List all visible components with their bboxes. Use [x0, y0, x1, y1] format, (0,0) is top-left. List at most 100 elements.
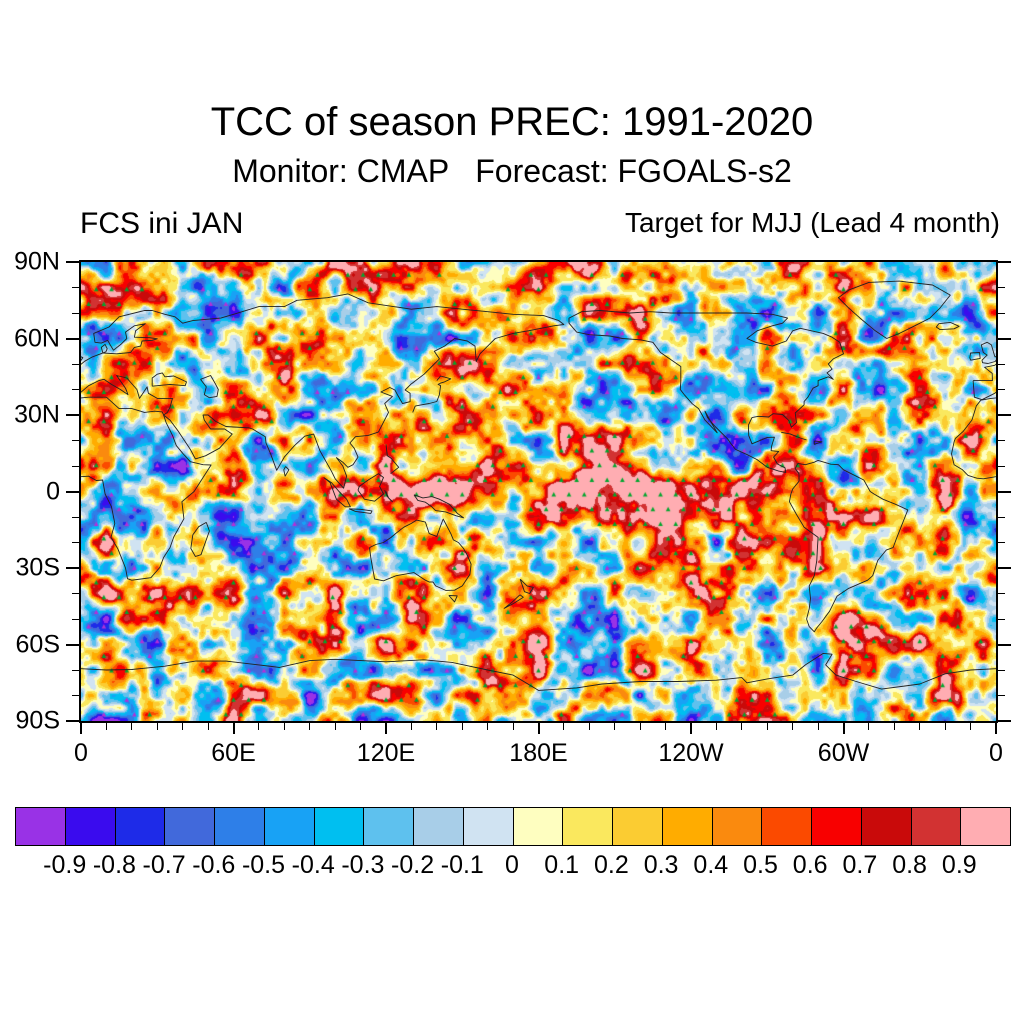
correlation-field-canvas: [81, 262, 996, 721]
axis-tick: [72, 363, 79, 365]
axis-tick: [919, 723, 921, 730]
axis-tick: [817, 723, 819, 730]
colorbar-cell: [613, 808, 663, 845]
axis-tick: [72, 312, 79, 314]
axis-tick: [66, 414, 79, 416]
coastline-path: [81, 356, 84, 362]
axis-tick: [66, 720, 79, 722]
colorbar-tick-label: 0.8: [892, 851, 927, 879]
axis-tick: [283, 723, 285, 730]
colorbar-cell: [662, 808, 713, 845]
x-axis-tick-label: 180E: [509, 739, 568, 767]
coastline-path: [448, 595, 458, 603]
chart-subtitle: Monitor: CMAP Forecast: FGOALS-s2: [232, 153, 792, 189]
axis-tick: [998, 593, 1005, 594]
axis-tick: [998, 389, 1005, 390]
axis-tick: [741, 723, 743, 730]
colorbar-cell: [861, 808, 912, 845]
colorbar-tick-label: 0.6: [792, 851, 828, 879]
axis-tick: [614, 723, 616, 730]
y-axis-tick-label: 30S: [15, 553, 60, 582]
axis-tick: [72, 465, 79, 467]
axis-tick: [842, 723, 845, 734]
colorbar-tick-label: 0.9: [941, 851, 977, 879]
axis-tick: [998, 312, 1005, 314]
colorbar-cell: [65, 808, 116, 845]
coastline-path: [813, 440, 823, 445]
colorbar-tick-label: 0.1: [544, 851, 580, 879]
colorbar-tick-label: 0.3: [643, 851, 679, 879]
colorbar-tick-label: 0.2: [594, 851, 629, 879]
chart-title: TCC of season PREC: 1991-2020: [210, 100, 814, 144]
coastline-path: [412, 375, 452, 413]
colorbar-tick-label: -0.5: [241, 851, 286, 879]
colorbar-cell: [463, 808, 514, 845]
colorbar-tick-label: -0.6: [192, 851, 236, 879]
axis-tick: [182, 723, 184, 730]
coastline-path: [837, 280, 951, 339]
colorbar-tick-label: 0.7: [842, 851, 878, 879]
axis-tick: [334, 723, 336, 730]
coastline-path: [972, 363, 996, 401]
axis-tick: [360, 723, 362, 730]
axis-tick: [868, 723, 870, 730]
coastline-path: [151, 372, 187, 387]
axis-tick: [998, 465, 1005, 467]
axis-tick: [72, 618, 79, 620]
colorbar-cell: [264, 808, 315, 845]
axis-tick: [998, 287, 1005, 288]
colorbar-cell: [414, 808, 464, 845]
axis-tick: [72, 695, 79, 696]
axis-tick: [232, 723, 235, 734]
y-axis-tick-label: 30N: [14, 400, 60, 429]
colorbar-cell: [215, 808, 265, 845]
axis-tick: [588, 723, 590, 730]
axis-tick: [766, 723, 768, 730]
colorbar-cell: [563, 808, 613, 845]
axis-tick: [998, 516, 1005, 518]
axis-tick: [998, 695, 1005, 696]
colorbar-cell: [165, 808, 215, 845]
axis-tick: [970, 723, 972, 730]
axis-tick: [461, 723, 463, 730]
axis-tick: [66, 643, 79, 646]
colorbar-cell: [961, 808, 1010, 845]
axis-tick: [998, 363, 1005, 365]
colorbar-tick-label: -0.7: [142, 851, 186, 879]
y-axis-tick-label: 60S: [15, 630, 60, 658]
world-map-plot: [79, 260, 998, 723]
coastline-path: [519, 578, 534, 594]
axis-tick: [665, 723, 667, 730]
axis-tick: [998, 567, 1011, 569]
coastline-path: [568, 310, 844, 473]
coastline-path: [81, 652, 996, 691]
x-axis-tick-label: 120W: [658, 739, 724, 767]
coastline-path: [385, 444, 400, 475]
axis-tick: [80, 723, 82, 734]
colorbar-cell: [812, 808, 862, 845]
axis-tick: [998, 618, 1005, 620]
y-axis-tick-label: 0: [46, 477, 60, 505]
coastline-path: [81, 396, 212, 581]
coastline-path: [935, 321, 960, 331]
colorbar-tick-label: -0.9: [43, 851, 87, 879]
coastline-path: [503, 594, 524, 609]
x-axis-tick-label: 60W: [817, 739, 870, 767]
colorbar-tick-label: -0.4: [291, 851, 335, 879]
colorbar-tick-label: -0.3: [341, 851, 385, 879]
axis-tick: [563, 723, 565, 730]
axis-tick: [156, 723, 158, 730]
axis-tick: [131, 723, 133, 730]
coastlines-overlay: [81, 280, 996, 691]
axis-tick: [258, 723, 260, 730]
colorbar-cell: [364, 808, 414, 845]
coastline-path: [283, 466, 290, 477]
axis-tick: [72, 516, 79, 518]
axis-tick: [66, 567, 79, 569]
axis-tick: [410, 723, 412, 730]
x-axis-tick-label: 0: [74, 739, 88, 767]
axis-tick: [436, 723, 438, 730]
axis-tick: [385, 723, 387, 734]
axis-tick: [690, 723, 692, 734]
